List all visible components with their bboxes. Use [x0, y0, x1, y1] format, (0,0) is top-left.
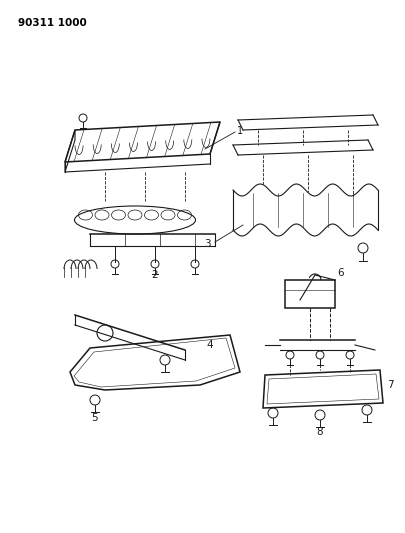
Text: 5: 5	[92, 413, 98, 423]
Text: 6: 6	[336, 268, 343, 278]
Text: 8: 8	[316, 427, 322, 437]
Text: 1: 1	[237, 126, 243, 136]
Text: 2: 2	[151, 270, 158, 280]
Text: 7: 7	[386, 380, 393, 390]
Text: 3: 3	[204, 239, 211, 249]
Bar	[284, 280, 334, 308]
Text: 4: 4	[206, 340, 213, 350]
Text: 90311 1000: 90311 1000	[18, 18, 87, 28]
